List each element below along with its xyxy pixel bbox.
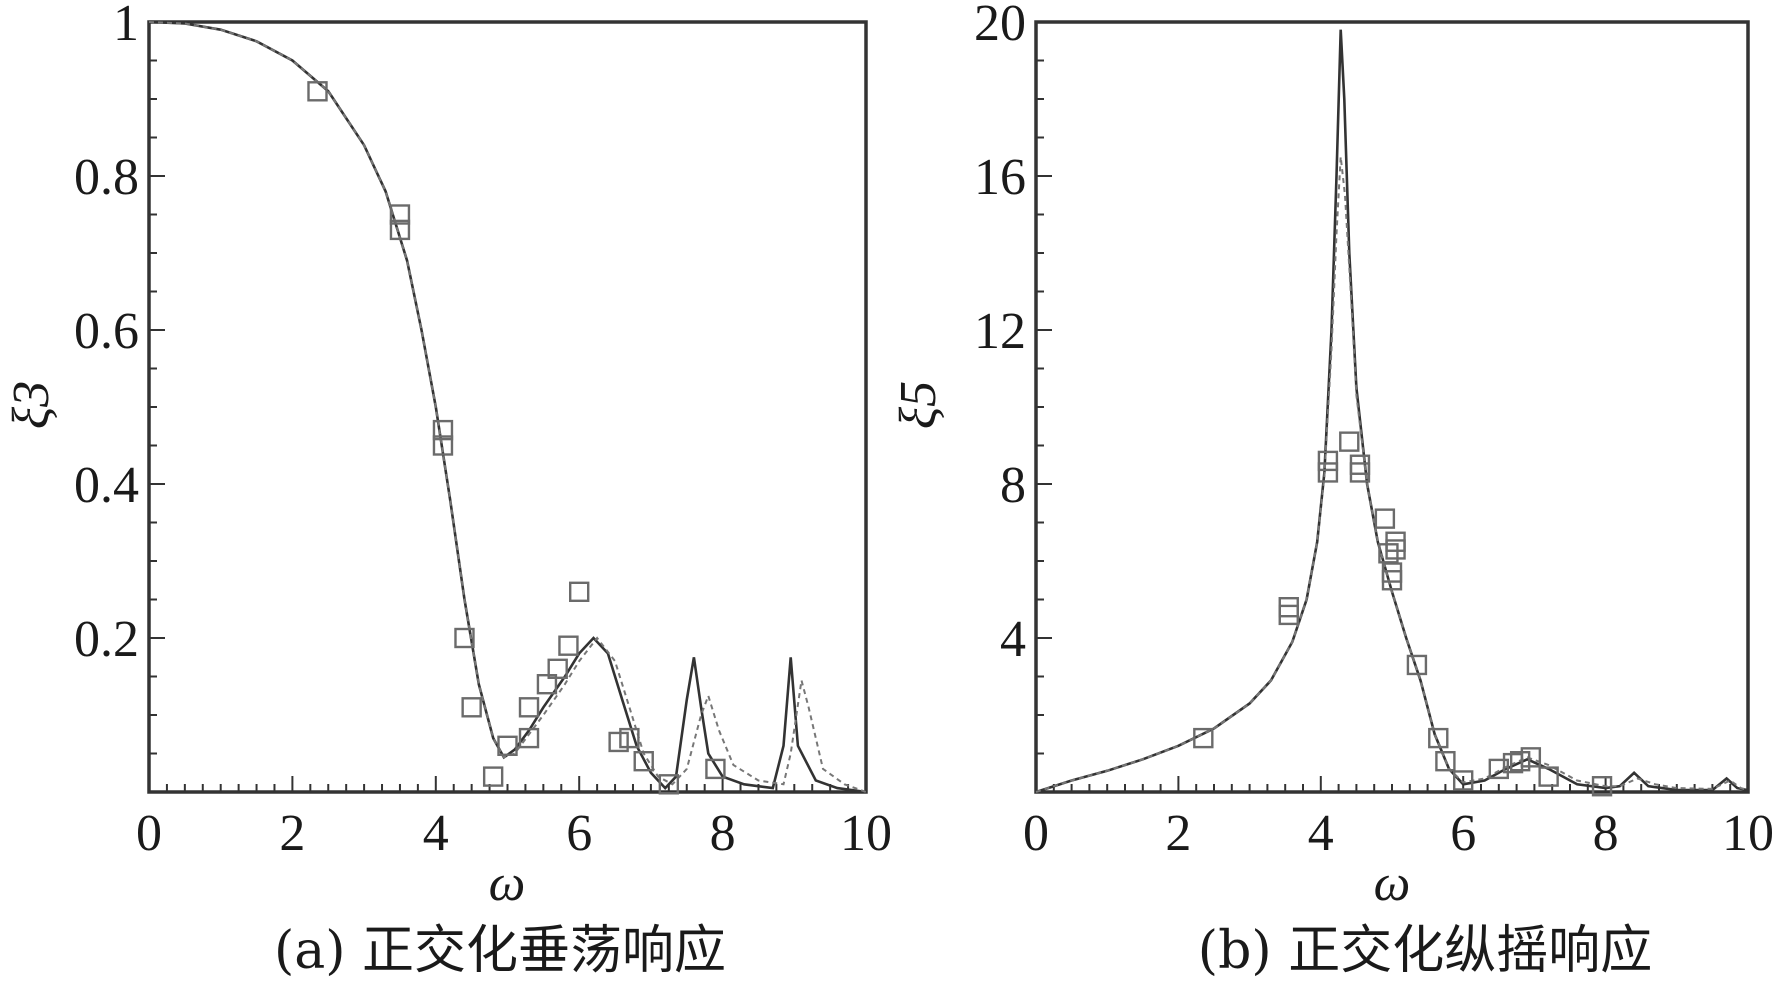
plot-frame — [1034, 20, 1750, 794]
data-marker — [705, 758, 726, 780]
series-line-dashed — [1035, 156, 1749, 793]
data-marker — [1406, 654, 1428, 676]
data-marker — [389, 204, 411, 225]
x-tick-label: 10 — [1722, 805, 1774, 862]
data-marker — [461, 697, 482, 718]
x-tick-label: 4 — [423, 805, 449, 862]
y-tick-label: 4 — [1000, 611, 1026, 668]
data-marker — [1193, 727, 1214, 749]
data-marker — [536, 674, 558, 695]
data-marker — [1385, 531, 1406, 552]
y-axis-label: ξ5 — [890, 381, 947, 429]
panel-caption: (b) 正交化纵摇响应 — [1198, 921, 1652, 981]
x-tick-label: 8 — [1593, 805, 1619, 862]
data-marker — [1452, 770, 1474, 791]
x-tick-label: 8 — [710, 805, 736, 862]
x-tick-label: 6 — [1450, 805, 1476, 862]
data-marker — [1317, 462, 1339, 483]
x-tick-label: 2 — [1165, 805, 1191, 862]
y-tick-label: 0.8 — [74, 149, 139, 206]
data-marker — [558, 635, 579, 656]
data-marker — [1349, 454, 1371, 475]
x-tick-label: 4 — [1308, 805, 1334, 862]
data-marker — [1317, 450, 1339, 472]
y-axis-label: ξ3 — [3, 381, 60, 429]
panel-a-heave-response: 0 2 4 6 8 10 0.2 0.4 0.6 0.8 1 ω ξ3 (a) 正交化垂荡响应 — [3, 0, 892, 981]
x-tick-label: 0 — [1023, 805, 1049, 862]
x-tick-label: 2 — [279, 805, 305, 862]
y-tick-label: 20 — [974, 0, 1026, 52]
x-tick-label: 6 — [566, 805, 592, 862]
data-marker — [518, 727, 540, 749]
x-axis-label: ω — [1374, 855, 1411, 912]
y-tick-label: 0.4 — [74, 457, 139, 514]
plot-frame — [147, 20, 868, 794]
data-marker — [1374, 508, 1396, 529]
data-marker — [432, 419, 454, 441]
data-marker — [1435, 751, 1456, 772]
y-tick-label: 1 — [113, 0, 139, 52]
data-marker — [1428, 727, 1449, 749]
data-marker — [1378, 543, 1399, 564]
x-tick-label: 0 — [136, 805, 162, 862]
y-tick-label: 8 — [1000, 457, 1026, 514]
data-marker — [658, 774, 680, 795]
data-marker — [482, 766, 504, 787]
data-marker — [608, 731, 629, 753]
data-marker — [1339, 431, 1360, 452]
data-marker — [633, 751, 654, 772]
data-marker — [1278, 604, 1299, 626]
series-line-solid — [1035, 29, 1749, 794]
data-marker — [547, 658, 568, 679]
data-marker — [454, 627, 475, 649]
y-tick-label: 16 — [974, 149, 1026, 206]
data-marker — [1520, 747, 1542, 768]
data-marker — [432, 435, 454, 456]
data-marker — [307, 81, 328, 102]
panel-b-pitch-response: 0 2 4 6 8 10 4 8 12 16 20 ω ξ5 (b) 正交化纵摇响应 — [890, 0, 1774, 981]
data-marker — [497, 735, 518, 756]
data-marker — [389, 219, 411, 241]
data-marker — [1278, 597, 1299, 618]
data-marker — [1509, 751, 1531, 772]
series-line-dashed — [148, 21, 867, 793]
x-axis-label: ω — [489, 855, 526, 912]
data-marker — [1488, 758, 1510, 780]
data-marker — [1591, 776, 1613, 797]
data-marker — [619, 727, 640, 749]
y-tick-label: 12 — [974, 303, 1026, 360]
data-marker — [1381, 562, 1403, 583]
y-tick-label: 0.2 — [74, 611, 139, 668]
data-marker — [569, 581, 590, 602]
series-line-solid — [148, 20, 867, 794]
data-marker — [1538, 766, 1559, 787]
data-marker — [518, 697, 540, 718]
x-tick-label: 10 — [840, 805, 892, 862]
panel-caption: (a) 正交化垂荡响应 — [274, 921, 726, 981]
y-tick-label: 0.6 — [74, 303, 139, 360]
